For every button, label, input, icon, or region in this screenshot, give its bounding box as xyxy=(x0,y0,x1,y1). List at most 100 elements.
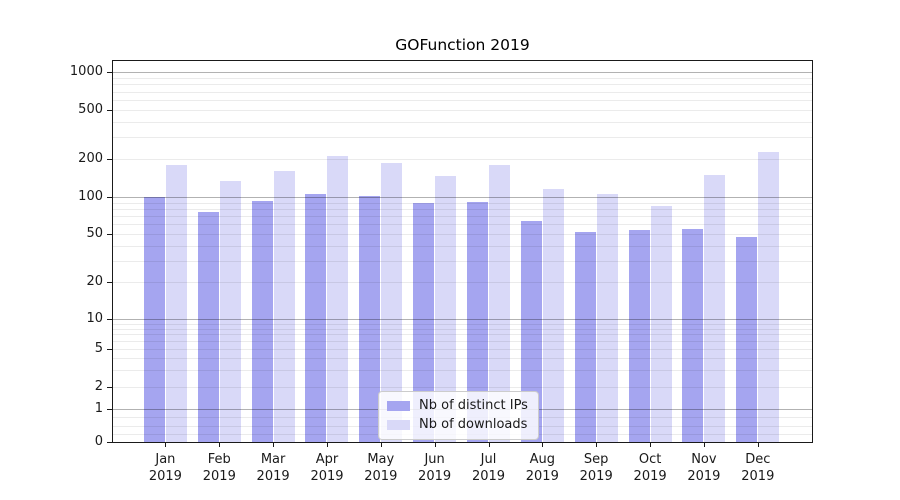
legend-entry-nb-of-distinct-ips: Nb of distinct IPs xyxy=(387,398,528,414)
bar-nb-of-downloads-jan xyxy=(165,165,187,442)
gridline-20 xyxy=(113,282,812,283)
bar-nb-of-downloads-may xyxy=(381,163,403,442)
gridline-7 xyxy=(113,334,812,336)
x-tick-year: 2019 xyxy=(579,469,613,484)
bar-nb-of-distinct-ips-jul xyxy=(467,201,488,442)
gridline-500 xyxy=(113,110,812,111)
x-tick-mark-jan xyxy=(165,442,167,447)
bar-nb-of-distinct-ips-mar xyxy=(251,200,273,442)
x-tick-month: Jun xyxy=(424,452,445,467)
bar-nb-of-downloads-dec xyxy=(758,152,780,442)
x-tick-mark-sep xyxy=(596,442,598,447)
x-tick-mark-jun xyxy=(434,442,436,447)
x-tick-month: Sep xyxy=(583,452,609,467)
gridline-900 xyxy=(113,77,812,79)
y-tick-label-20: 20 xyxy=(86,274,103,289)
gridline-5 xyxy=(113,349,812,350)
gridline-200 xyxy=(113,159,812,160)
y-tick-mark-0 xyxy=(107,442,112,443)
gridline-300 xyxy=(113,137,812,139)
gridline-9 xyxy=(113,323,812,325)
x-tick-mark-apr xyxy=(327,442,328,447)
gridline-800 xyxy=(113,84,812,86)
x-tick-mark-dec xyxy=(757,442,759,447)
chart-title: GOFunction 2019 xyxy=(395,36,530,54)
x-tick-month: May xyxy=(367,452,395,467)
bar-nb-of-downloads-nov xyxy=(704,175,726,442)
gridline-3 xyxy=(113,370,812,372)
x-tick-label-jul: Jul 2019 xyxy=(459,451,519,485)
x-tick-mark-feb xyxy=(219,442,221,447)
x-tick-month: Nov xyxy=(691,452,717,467)
x-tick-month: Feb xyxy=(207,452,231,467)
bar-nb-of-distinct-ips-oct xyxy=(628,229,650,442)
y-tick-label-0: 0 xyxy=(94,434,103,449)
x-tick-label-jun: Jun 2019 xyxy=(405,451,465,485)
gridline-400 xyxy=(113,121,812,123)
gridline-70 xyxy=(113,216,812,217)
gridline-6 xyxy=(113,341,812,343)
x-tick-year: 2019 xyxy=(148,469,182,484)
bar-nb-of-downloads-jul xyxy=(489,165,510,442)
bar-nb-of-downloads-mar xyxy=(273,171,295,442)
y-tick-mark-100 xyxy=(107,197,112,198)
y-tick-label-500: 500 xyxy=(78,102,103,117)
bar-nb-of-distinct-ips-aug xyxy=(520,220,542,442)
x-tick-month: Mar xyxy=(260,452,286,467)
x-tick-label-jan: Jan 2019 xyxy=(135,451,195,485)
x-tick-label-dec: Dec 2019 xyxy=(728,451,788,485)
gridline-700 xyxy=(113,91,812,93)
y-tick-mark-10 xyxy=(107,319,112,320)
y-tick-label-200: 200 xyxy=(78,151,103,166)
x-tick-year: 2019 xyxy=(310,469,344,484)
bar-nb-of-downloads-feb xyxy=(219,181,241,442)
gridline-4 xyxy=(113,358,812,360)
bar-nb-of-distinct-ips-sep xyxy=(574,231,596,442)
legend-label-nb-of-distinct-ips: Nb of distinct IPs xyxy=(419,398,528,413)
bar-nb-of-downloads-jun xyxy=(435,175,457,442)
legend-swatch-nb-of-distinct-ips xyxy=(387,401,410,411)
gridline-60 xyxy=(113,224,812,226)
y-tick-mark-200 xyxy=(107,159,112,160)
gridline-90 xyxy=(113,202,812,204)
y-tick-label-5: 5 xyxy=(94,341,103,356)
x-tick-month: Oct xyxy=(638,452,662,467)
x-tick-label-apr: Apr 2019 xyxy=(297,451,357,485)
legend-label-nb-of-downloads: Nb of downloads xyxy=(419,417,528,432)
x-tick-month: Jul xyxy=(480,452,497,467)
y-tick-mark-1000 xyxy=(107,72,112,73)
x-tick-year: 2019 xyxy=(525,469,559,484)
y-tick-mark-2 xyxy=(107,387,112,388)
x-tick-year: 2019 xyxy=(687,469,721,484)
gridline-80 xyxy=(113,208,812,210)
gridline-8 xyxy=(113,328,812,330)
bar-nb-of-downloads-aug xyxy=(542,189,564,442)
gridline-2 xyxy=(113,387,812,388)
bar-nb-of-downloads-oct xyxy=(650,206,672,442)
x-tick-label-aug: Aug 2019 xyxy=(512,451,572,485)
gridline-1000 xyxy=(113,72,812,73)
gridline-10 xyxy=(113,319,812,320)
grid-layer xyxy=(113,61,812,442)
x-tick-label-may: May 2019 xyxy=(351,451,411,485)
x-tick-label-mar: Mar 2019 xyxy=(243,451,303,485)
x-tick-mark-mar xyxy=(273,442,275,447)
x-tick-month: Aug xyxy=(529,452,555,467)
legend-swatch-nb-of-downloads xyxy=(387,420,410,430)
x-tick-label-oct: Oct 2019 xyxy=(620,451,680,485)
y-tick-label-10: 10 xyxy=(86,311,103,326)
plot-area: 0 1 2 5 10 20 50 100 200 500 1000 Jan 2019 Feb 2019 Ma… xyxy=(70,60,813,484)
y-tick-label-2: 2 xyxy=(94,379,103,394)
y-tick-mark-500 xyxy=(107,110,112,111)
y-tick-label-1000: 1000 xyxy=(69,64,103,79)
x-tick-label-nov: Nov 2019 xyxy=(674,451,734,485)
bar-nb-of-distinct-ips-may xyxy=(359,195,381,442)
y-tick-mark-50 xyxy=(107,234,112,235)
x-tick-mark-aug xyxy=(542,442,544,447)
y-tick-label-100: 100 xyxy=(78,189,103,204)
x-tick-label-feb: Feb 2019 xyxy=(189,451,249,485)
bar-nb-of-distinct-ips-dec xyxy=(736,237,758,442)
x-tick-year: 2019 xyxy=(202,469,236,484)
x-tick-month: Jan xyxy=(155,452,176,467)
